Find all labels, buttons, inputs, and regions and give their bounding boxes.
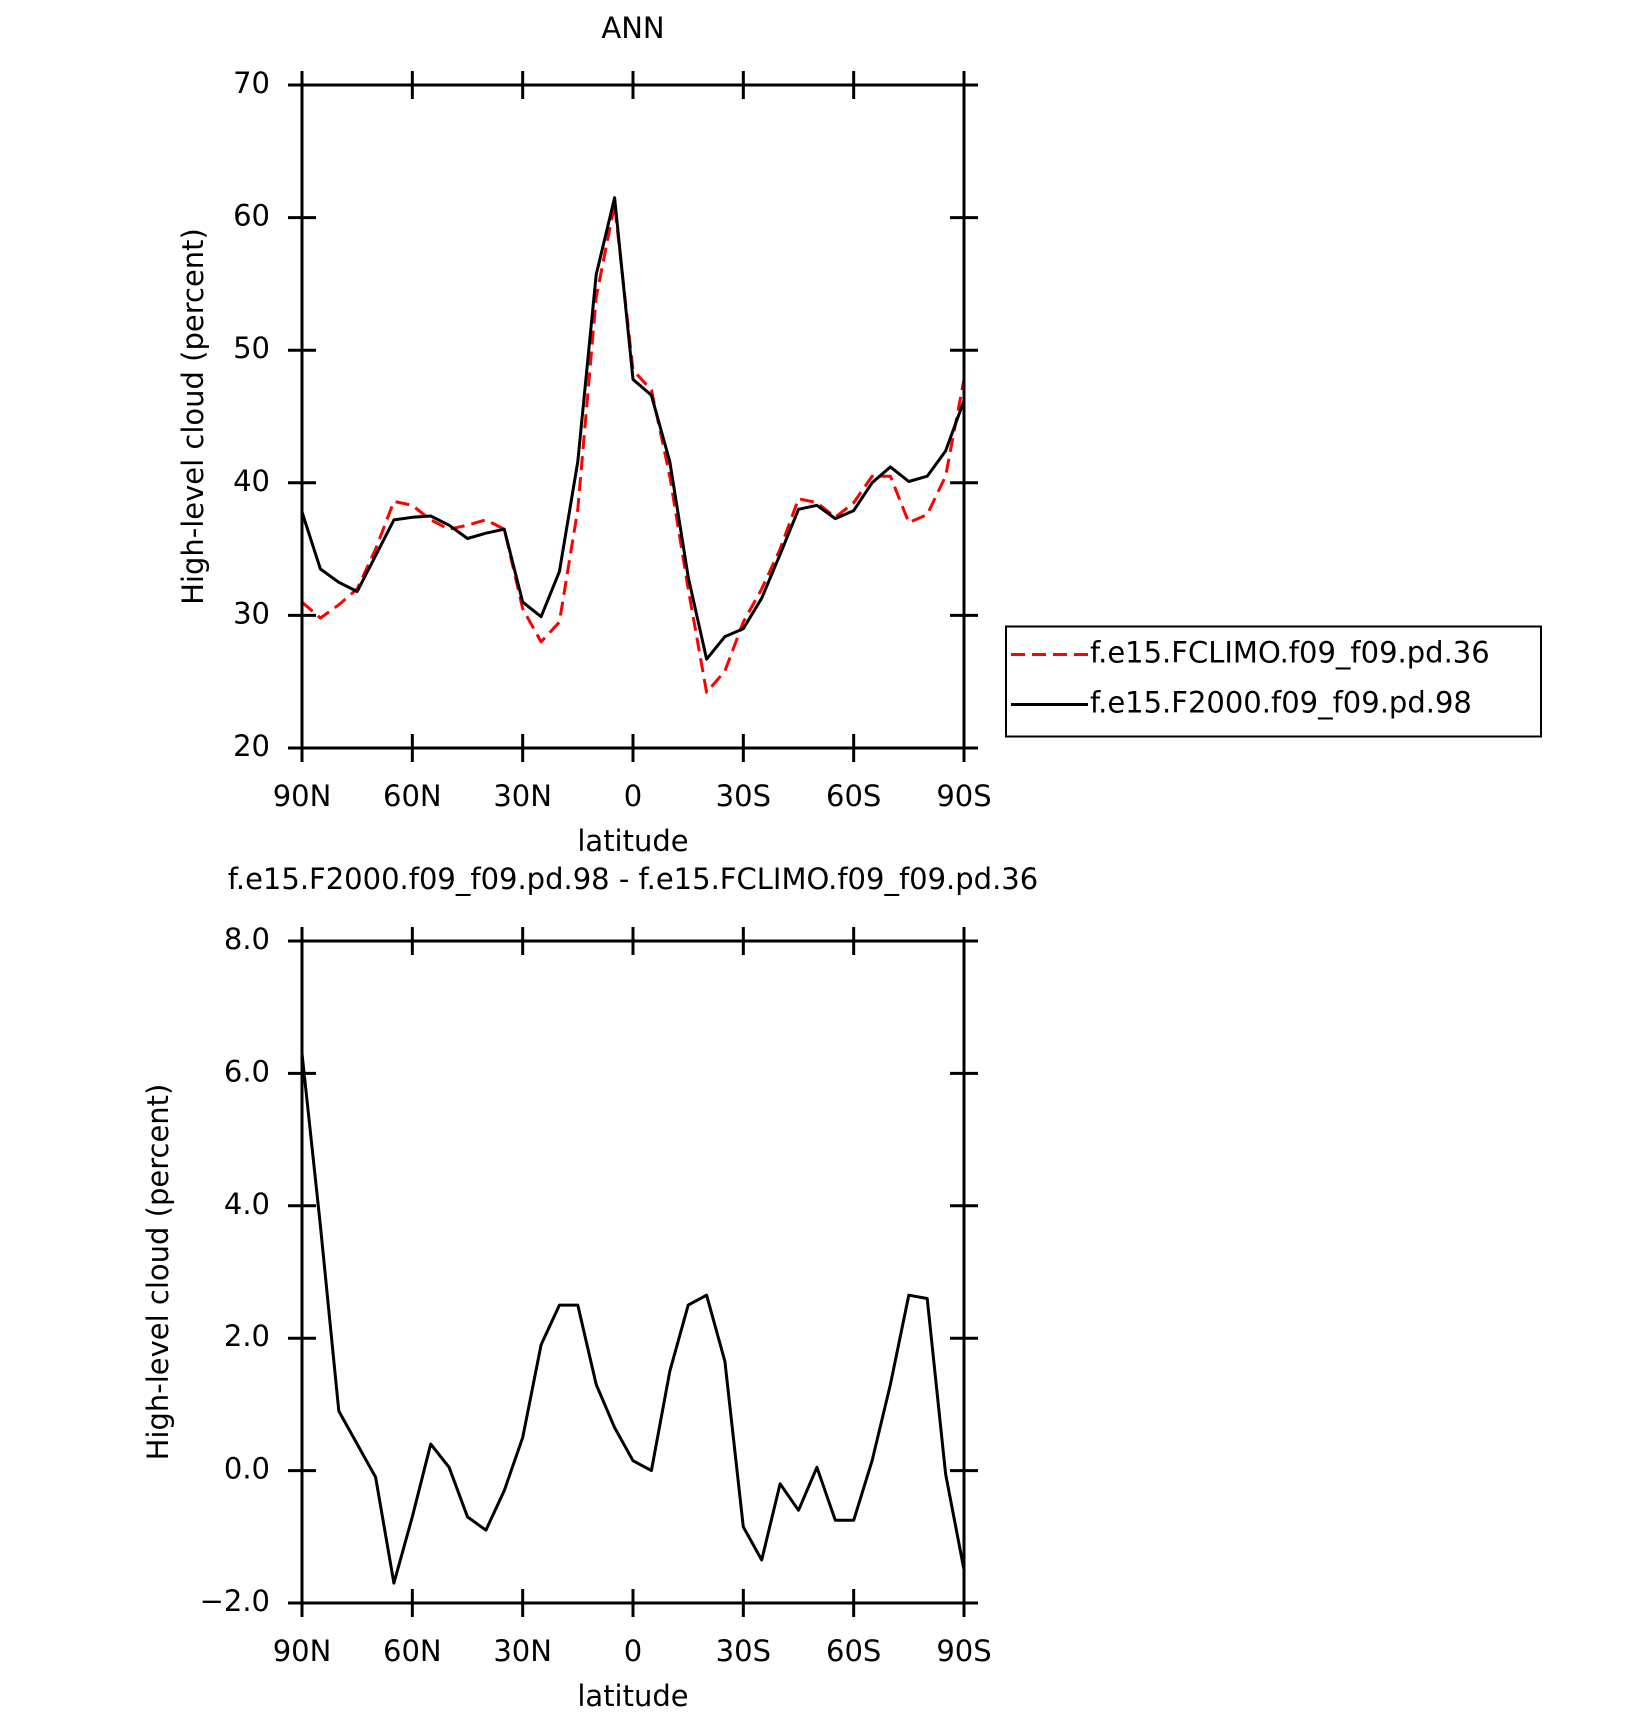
x-tick-label: 30S — [716, 779, 771, 813]
x-tick-label: 90N — [273, 779, 332, 813]
x-tick-label: 90S — [936, 779, 991, 813]
chart-title: ANN — [601, 11, 664, 45]
legend-label: f.e15.FCLIMO.f09_f09.pd.36 — [1090, 636, 1490, 670]
y-axis-label: High-level cloud (percent) — [141, 1084, 175, 1461]
x-tick-label: 0 — [624, 1634, 642, 1668]
x-tick-label: 30N — [493, 1634, 552, 1668]
chart-title: f.e15.F2000.f09_f09.pd.98 - f.e15.FCLIMO… — [228, 862, 1038, 896]
x-tick-label: 30N — [493, 779, 552, 813]
y-tick-label: 40 — [233, 464, 270, 498]
x-tick-label: 90N — [273, 1634, 332, 1668]
y-tick-label: 8.0 — [224, 922, 270, 956]
y-tick-label: 20 — [233, 729, 270, 763]
x-tick-label: 0 — [624, 779, 642, 813]
x-tick-label: 90S — [936, 1634, 991, 1668]
plot-frame — [300, 939, 966, 1605]
y-tick-label: 0.0 — [224, 1452, 270, 1486]
x-axis-label: latitude — [577, 824, 688, 858]
data-line — [300, 1053, 966, 1585]
y-tick-label: 30 — [233, 596, 270, 630]
y-tick-label: −2.0 — [200, 1584, 270, 1618]
legend-label: f.e15.F2000.f09_f09.pd.98 — [1090, 686, 1472, 720]
y-tick-label: 50 — [233, 331, 270, 365]
x-tick-label: 60N — [383, 1634, 442, 1668]
y-tick-label: 2.0 — [224, 1319, 270, 1353]
x-tick-label: 30S — [716, 1634, 771, 1668]
x-axis-label: latitude — [577, 1679, 688, 1713]
y-tick-label: 4.0 — [224, 1187, 270, 1221]
y-axis-label: High-level cloud (percent) — [176, 228, 210, 605]
data-line — [301, 202, 966, 694]
x-tick-label: 60S — [826, 779, 881, 813]
y-tick-label: 60 — [233, 199, 270, 233]
plot-frame — [300, 83, 966, 750]
y-tick-label: 70 — [233, 66, 270, 100]
x-tick-label: 60S — [826, 1634, 881, 1668]
y-tick-label: 6.0 — [224, 1054, 270, 1088]
legend-box — [1005, 625, 1542, 738]
x-tick-label: 60N — [383, 779, 442, 813]
data-line — [300, 196, 966, 661]
